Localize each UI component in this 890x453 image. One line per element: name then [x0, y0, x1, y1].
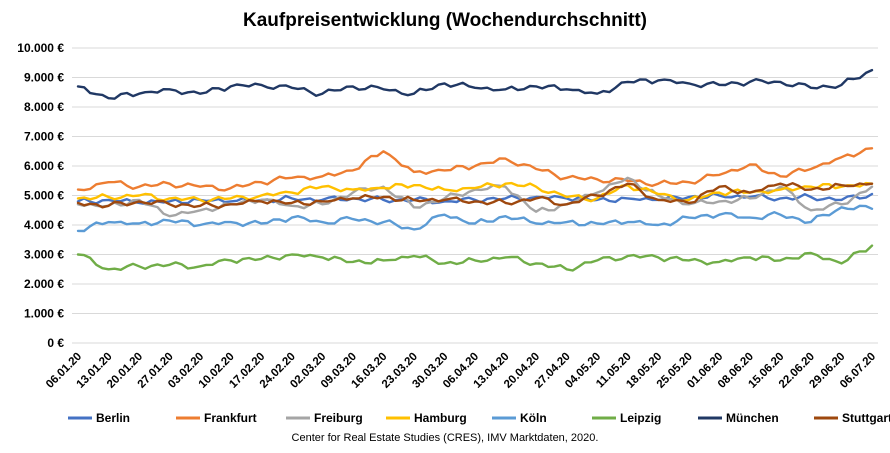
y-tick-label: 9.000 € [24, 71, 64, 85]
legend-label: Hamburg [414, 411, 467, 425]
y-tick-label: 7.000 € [24, 130, 64, 144]
legend-label: Stuttgart [842, 411, 890, 425]
source-note: Center for Real Estate Studies (CRES), I… [291, 432, 599, 444]
series-line-5 [76, 204, 874, 233]
series-line-6 [76, 244, 874, 272]
y-tick-label: 6.000 € [24, 159, 64, 173]
y-tick-label: 1.000 € [24, 307, 64, 321]
series-line-7 [76, 68, 874, 100]
y-tick-label: 2.000 € [24, 277, 64, 291]
chart-title: Kaufpreisentwicklung (Wochendurchschnitt… [243, 10, 647, 31]
legend-label: Berlin [96, 411, 130, 425]
line-chart: Kaufpreisentwicklung (Wochendurchschnitt… [17, 10, 890, 425]
legend-label: Köln [520, 411, 547, 425]
y-tick-label: 3.000 € [24, 248, 64, 262]
y-tick-label: 8.000 € [24, 100, 64, 114]
y-axis: 0 € 1.000 € 2.000 € 3.000 € 4.000 € 5.000 € 6.… [17, 41, 64, 350]
series-group [76, 68, 874, 272]
legend: Berlin Frankfurt Freiburg Hamburg Köln Leipzi… [68, 411, 890, 425]
y-tick-label: 10.000 € [17, 41, 64, 55]
legend-label: München [726, 411, 779, 425]
series-line-8 [76, 181, 874, 210]
x-axis: 06.01.2013.01.2020.01.2027.01.2003.02.20… [44, 351, 878, 391]
series-line-4 [76, 181, 874, 205]
series-line-3 [76, 176, 874, 218]
grid [72, 47, 878, 344]
y-tick-label: 5.000 € [24, 189, 64, 203]
y-tick-label: 0 € [47, 336, 64, 350]
series-line-2 [76, 147, 874, 192]
y-tick-label: 4.000 € [24, 218, 64, 232]
legend-label: Freiburg [314, 411, 363, 425]
legend-label: Frankfurt [204, 411, 257, 425]
legend-label: Leipzig [620, 411, 661, 425]
